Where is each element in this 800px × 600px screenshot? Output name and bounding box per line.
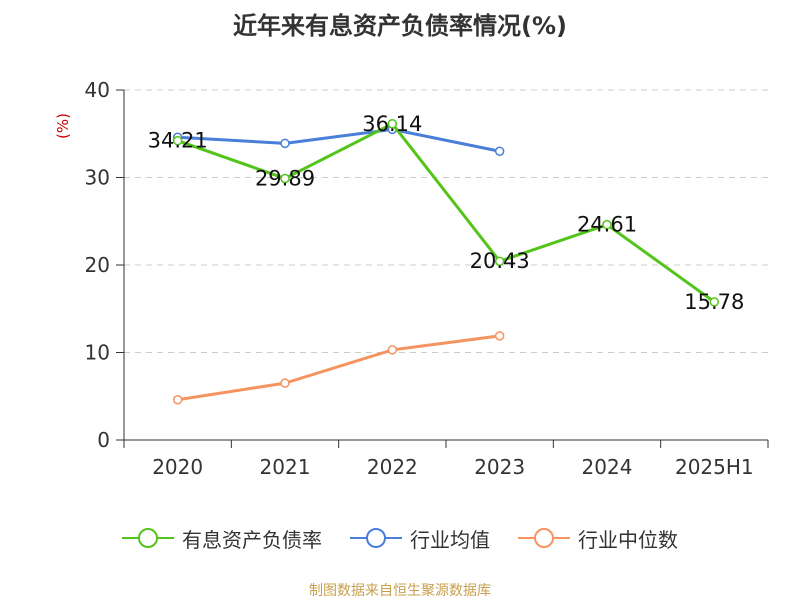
chart-title: 近年来有息资产负债率情况(%) <box>233 12 567 40</box>
data-label: 24.61 <box>577 213 637 237</box>
y-tick-label: 40 <box>85 78 110 102</box>
legend-item[interactable]: 行业中位数 <box>518 524 678 553</box>
data-point <box>387 345 398 355</box>
data-labels: 34.21 29.89 36.14 20.43 24.61 15.78 <box>148 112 745 314</box>
data-point <box>494 331 505 341</box>
data-point <box>709 297 720 307</box>
data-point <box>172 395 183 405</box>
legend-item[interactable]: 有息资产负债率 <box>122 524 322 553</box>
data-point <box>494 146 505 156</box>
legend-marker-icon <box>350 528 402 548</box>
legend: 有息资产负债率 行业均值 行业中位数 <box>0 518 800 558</box>
data-point <box>280 173 290 184</box>
legend-marker-icon <box>122 528 174 548</box>
data-label: 36.14 <box>362 112 422 136</box>
series-lines <box>172 119 720 405</box>
data-label: 34.21 <box>148 129 208 153</box>
legend-label: 行业中位数 <box>578 527 678 552</box>
x-tick-label: 2020 <box>152 455 203 479</box>
x-tick-label: 2021 <box>260 455 311 479</box>
data-point <box>494 256 505 266</box>
x-tick-label: 2024 <box>582 455 633 479</box>
axes: 0 10 20 30 40 2020 2021 2022 2023 2024 2025H1 (%) <box>54 78 769 479</box>
legend-label: 有息资产负债率 <box>182 527 322 552</box>
data-label: 20.43 <box>470 249 530 273</box>
y-tick-label: 0 <box>97 428 110 452</box>
legend-item[interactable]: 行业均值 <box>350 524 490 553</box>
legend-marker-icon <box>518 528 570 548</box>
data-point <box>172 135 183 146</box>
series-line <box>177 334 500 402</box>
data-point <box>280 378 290 388</box>
y-tick-label: 30 <box>85 166 110 190</box>
data-point <box>280 138 290 149</box>
y-axis-label: (%) <box>54 113 72 139</box>
source-note: 制图数据来自恒生聚源数据库 <box>309 583 491 599</box>
x-tick-label: 2025H1 <box>675 455 754 479</box>
x-tick-label: 2023 <box>474 455 525 479</box>
legend-label: 行业均值 <box>410 527 490 552</box>
data-label: 29.89 <box>255 166 315 190</box>
y-tick-label: 10 <box>85 341 110 365</box>
x-tick-label: 2022 <box>367 455 418 479</box>
data-point <box>602 219 612 230</box>
data-label: 15.78 <box>684 290 744 314</box>
grid-lines <box>124 89 768 353</box>
series-line <box>177 122 716 304</box>
y-tick-label: 20 <box>85 253 110 277</box>
series-line <box>177 127 500 153</box>
data-point <box>387 119 398 129</box>
